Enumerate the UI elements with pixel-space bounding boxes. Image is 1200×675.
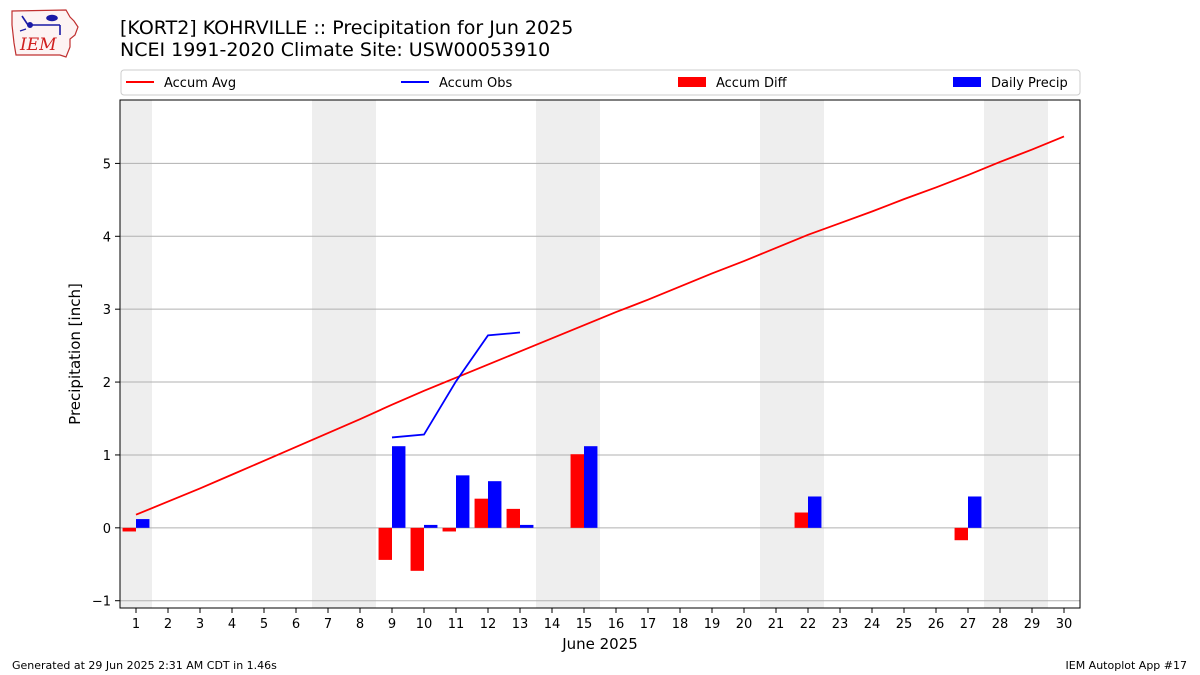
chart-title-line1: [KORT2] KOHRVILLE :: Precipitation for J… — [120, 17, 574, 39]
y-tick-label: 0 — [103, 522, 111, 537]
x-tick-label: 27 — [960, 617, 977, 632]
x-tick-label: 25 — [896, 617, 913, 632]
daily-precip-bar — [488, 481, 502, 528]
x-tick-label: 13 — [512, 617, 529, 632]
x-tick-label: 20 — [736, 617, 753, 632]
x-tick-label: 22 — [800, 617, 817, 632]
accum-diff-bar — [474, 498, 488, 528]
daily-precip-bar — [456, 475, 470, 528]
daily-precip-bar — [424, 524, 438, 528]
x-tick-label: 15 — [576, 617, 593, 632]
x-tick-label: 28 — [992, 617, 1009, 632]
x-tick-label: 7 — [324, 617, 332, 632]
x-tick-label: 9 — [388, 617, 396, 632]
y-tick-label: 1 — [103, 449, 111, 464]
x-tick-label: 29 — [1024, 617, 1041, 632]
logo-text: IEM — [19, 35, 57, 55]
x-tick-label: 23 — [832, 617, 849, 632]
legend-label: Accum Diff — [716, 76, 788, 91]
y-tick-label: 2 — [103, 376, 111, 391]
weekend-band — [792, 100, 824, 608]
iem-logo: IEM — [11, 9, 79, 58]
accum-diff-bar — [954, 527, 968, 541]
y-tick-label: −1 — [92, 595, 111, 610]
x-tick-label: 18 — [672, 617, 689, 632]
daily-precip-bar — [808, 496, 822, 528]
weekend-band — [536, 100, 568, 608]
x-tick-label: 2 — [164, 617, 172, 632]
accum-diff-bar — [442, 527, 456, 532]
accum-diff-bar — [378, 527, 392, 560]
weekend-band — [344, 100, 376, 608]
footer-generated: Generated at 29 Jun 2025 2:31 AM CDT in … — [12, 659, 277, 672]
legend-label: Accum Avg — [164, 76, 236, 91]
x-tick-label: 16 — [608, 617, 625, 632]
daily-precip-bar — [392, 446, 406, 528]
x-tick-label: 26 — [928, 617, 945, 632]
legend-patch-swatch — [953, 77, 981, 87]
daily-precip-bar — [520, 524, 534, 528]
x-tick-label: 21 — [768, 617, 785, 632]
weather-station-icon — [19, 14, 61, 35]
x-tick-label: 5 — [260, 617, 268, 632]
weekend-band — [312, 100, 344, 608]
plot-frame — [119, 99, 1081, 609]
accum-diff-bar — [122, 527, 136, 532]
daily-precip-bar — [136, 519, 150, 528]
x-tick-label: 12 — [480, 617, 497, 632]
chart-title-line2: NCEI 1991-2020 Climate Site: USW00053910 — [120, 39, 551, 61]
iowa-outline-shape — [11, 9, 79, 58]
x-tick-label: 24 — [864, 617, 881, 632]
weekend-band — [1016, 100, 1048, 608]
accum-diff-bar — [410, 527, 424, 571]
legend-box — [120, 69, 1081, 96]
x-tick-label: 1 — [132, 617, 140, 632]
weekend-band — [984, 100, 1016, 608]
x-tick-label: 14 — [544, 617, 561, 632]
accum-diff-bar — [570, 454, 584, 528]
accum-diff-bar — [794, 512, 808, 528]
weekend-band — [760, 100, 792, 608]
daily-precip-bar — [968, 496, 982, 528]
weekend-band — [120, 100, 152, 608]
x-tick-label: 17 — [640, 617, 657, 632]
x-axis-label: June 2025 — [561, 635, 638, 653]
x-tick-label: 30 — [1056, 617, 1073, 632]
x-tick-label: 4 — [228, 617, 236, 632]
x-tick-label: 3 — [196, 617, 204, 632]
legend-label: Accum Obs — [439, 76, 512, 91]
accum-avg-line — [135, 135, 1065, 516]
daily-precip-bar — [584, 446, 598, 528]
x-tick-label: 8 — [356, 617, 364, 632]
weekend-band — [568, 100, 600, 608]
legend-label: Daily Precip — [991, 76, 1068, 91]
y-tick-label: 4 — [103, 230, 111, 245]
y-tick-label: 5 — [103, 157, 111, 172]
legend-patch-swatch — [678, 77, 706, 87]
accum-obs-line — [391, 331, 521, 439]
footer-app-id: IEM Autoplot App #17 — [1065, 659, 1188, 672]
x-tick-label: 6 — [292, 617, 300, 632]
y-tick-label: 3 — [103, 303, 111, 318]
x-tick-label: 19 — [704, 617, 721, 632]
accum-diff-bar — [506, 508, 520, 528]
y-axis-label: Precipitation [inch] — [66, 283, 84, 425]
chart-legend: Accum Avg Accum Obs Accum Diff Daily Precip — [120, 69, 1081, 96]
x-tick-label: 11 — [448, 617, 465, 632]
x-tick-label: 10 — [416, 617, 433, 632]
